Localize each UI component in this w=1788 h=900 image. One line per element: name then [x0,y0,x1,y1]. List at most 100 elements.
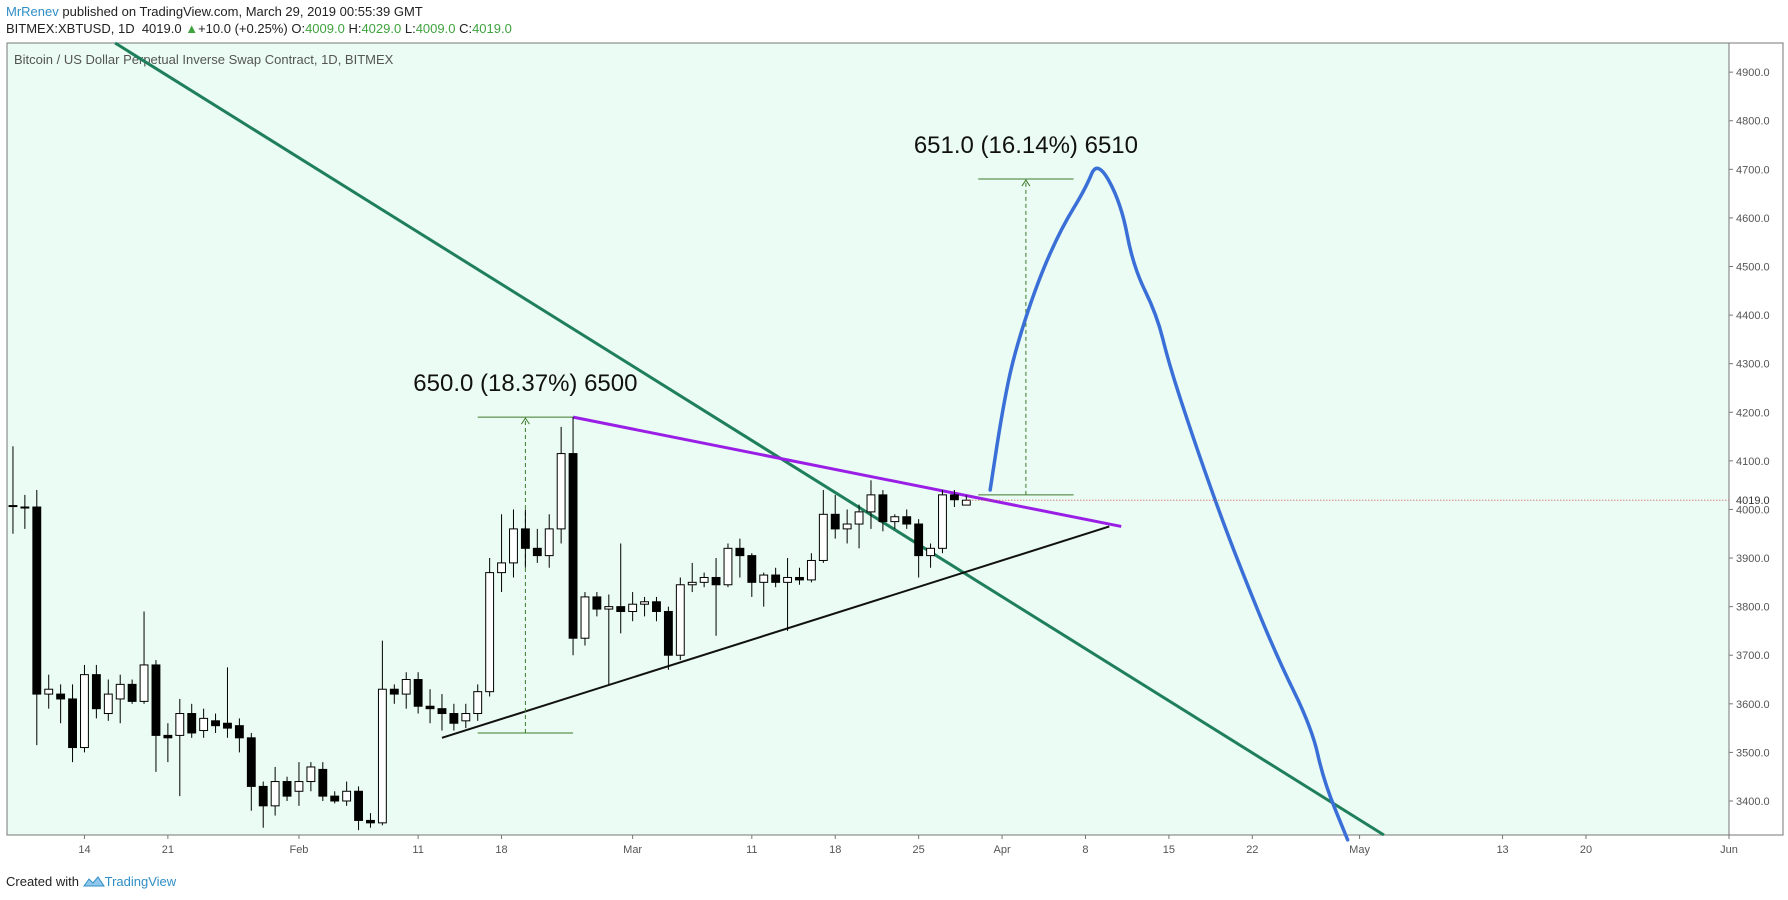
candle [282,776,292,801]
candle-body [211,720,220,727]
candle [592,592,602,617]
time-tick-label: 22 [1246,844,1258,856]
time-tick-label: 18 [829,844,841,856]
candle-body [628,603,638,612]
candle-body [604,606,614,610]
candle [330,791,340,804]
candle-body [961,499,971,506]
price-tick-label: 3500.0 [1736,747,1770,759]
candle-body [795,576,804,581]
candles [8,417,971,831]
candle [926,543,935,568]
candle [902,509,912,529]
candle-body [318,768,328,797]
price-axis-area[interactable] [1728,42,1784,836]
price-axis: 3400.0 3500.0 3600.0 3700.0 3800.0 3900.0 4000… [1729,67,1770,808]
candle-body [437,708,447,715]
candle-body [32,506,42,695]
time-tick-label: Apr [994,844,1011,856]
price-tick-label: 4700.0 [1736,164,1770,176]
candle-body [949,494,959,501]
candle [556,426,566,544]
trendline-triangle-upper [572,415,1122,528]
measure-label: 650.0 (18.37%) 6500 [413,370,637,397]
candle [806,553,816,583]
price-tick-label: 4400.0 [1736,310,1770,322]
candle-body [699,576,709,583]
candle [354,786,363,831]
candle-body [616,606,626,612]
candle [294,762,304,806]
candle [223,667,232,738]
candle-body [854,511,864,525]
candle-body [8,505,18,508]
candle [568,417,578,656]
plot-area[interactable] [6,42,1730,836]
candle [878,490,888,532]
price-tick-label: 3900.0 [1736,553,1770,565]
candle-body [354,790,363,821]
symbol-info: BITMEX:XBTUSD, 1D 4019.0 ▲+10.0 (+0.25%)… [6,21,512,36]
candle [318,762,328,801]
candle-body [389,688,399,695]
candle [771,567,781,588]
time-tick-label: 15 [1163,844,1175,856]
candle-body [163,734,173,739]
candle-body [103,693,113,715]
candle-body [866,494,876,513]
candle [20,494,30,529]
time-tick-label: 11 [746,844,757,856]
candle-body [175,713,185,736]
price-tick-label: 4900.0 [1736,67,1770,79]
candle [866,480,876,529]
candle [127,679,137,704]
projection [988,166,1350,842]
candle-body [68,698,77,749]
measure-arrow-head [520,417,530,425]
candle [413,672,423,714]
candle [401,672,411,709]
published-text: published on TradingView.com, March 29, … [62,4,423,19]
candle-body [938,494,947,549]
candle [795,567,804,585]
change-value: +10.0 (+0.25%) [198,21,288,36]
candle [735,538,745,578]
author-link[interactable]: MrRenev [6,4,59,19]
candle [616,543,626,634]
candle-body [91,674,101,710]
candle-body [270,781,280,807]
candle-body [509,528,518,564]
price-tick-label: 4800.0 [1736,116,1770,128]
high-value: 4029.0 [361,21,402,36]
candle [103,679,113,721]
price-tick-label: 4100.0 [1736,456,1770,468]
candle-body [258,785,268,807]
close-label: C: [459,21,473,36]
candle-body [234,725,244,739]
candle-body [806,559,816,581]
candle [425,689,435,724]
candle [139,611,149,704]
candle-body [151,664,161,736]
candle [580,592,590,646]
measure-arrow-head [1021,179,1031,187]
last-price-label: 4019.0 [1736,495,1770,507]
price-tick-label: 4500.0 [1736,262,1770,274]
candle [258,781,268,828]
candle-body [652,601,661,612]
candle-body [675,584,685,656]
candle-body [818,513,828,561]
low-value: 4009.0 [415,21,456,36]
candle-body [44,688,54,695]
candle-body [473,691,483,715]
last-price-marker: 4019.0 [966,495,1770,507]
candle-body [56,693,66,700]
candle-body [187,713,197,734]
candle-body [223,722,232,729]
tradingview-link[interactable]: TradingView [104,874,177,889]
candle [509,509,518,578]
tradingview-logo-icon [82,876,105,887]
candle-body [366,819,375,824]
candle [32,490,42,746]
